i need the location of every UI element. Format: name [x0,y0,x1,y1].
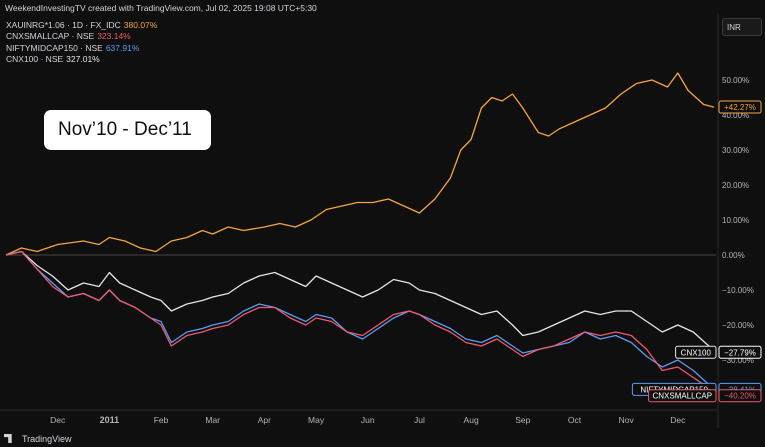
legend: XAUINRG*1.06 · 1D · FX_IDC 380.07% CNXSMA… [6,20,157,65]
chart-header: WeekendInvestingTV created with TradingV… [5,3,317,13]
legend-item-xau[interactable]: XAUINRG*1.06 · 1D · FX_IDC 380.07% [6,20,157,31]
x-tick-label: Aug [464,415,479,425]
currency-selector[interactable]: INR [722,18,762,36]
y-tick-label: 20.00% [722,181,749,190]
legend-value: 323.14% [97,31,131,42]
last-value-box [718,100,762,114]
last-value-labels: +42.27%−27.79%CNX100−38.41%NIFTYMIDCAP15… [631,100,762,403]
last-value-label: −40.20% [724,392,756,401]
legend-item-niftymidcap150[interactable]: NIFTYMIDCAP150 · NSE 637.91% [6,43,157,54]
x-tick-label: 2011 [100,415,120,425]
legend-name: NIFTYMIDCAP150 · NSE [6,42,103,53]
y-tick-label: 30.00% [722,146,749,155]
x-tick-label: Dec [670,415,686,425]
last-value-badge: −40.20% CNXSMALLCAP [648,389,762,403]
y-tick-label: 10.00% [722,216,749,225]
x-tick-label: Sep [515,415,530,425]
legend-value: 637.91% [105,42,140,53]
legend-name: CNX100 · NSE [6,53,64,64]
legend-name: XAUINRG*1.06 · 1D · FX_IDC [6,20,121,30]
last-value-label: +42.27% [724,103,756,112]
y-tick-label: 40.00% [722,111,749,120]
x-tick-label: Mar [205,415,220,425]
y-tick-label: −30.00% [722,356,754,365]
series-line-cnxsmallcap [5,250,715,397]
series-line-xauinrg-1-06 [5,72,715,256]
last-value-badge: −27.79% CNX100 [675,345,762,359]
last-value-badge: +42.27% [718,100,762,114]
x-tick-label: May [308,415,325,425]
series-tag-label: CNXSMALLCAP [653,392,713,401]
series-tag-box [675,345,717,359]
footer-brand: TradingView [22,434,72,444]
y-tick-label: 50.00% [722,76,749,85]
date-range-callout: Nov’10 - Dec’11 [44,110,211,150]
y-axis: 50.00% 40.00% 30.00% 20.00% 10.00% 0.00% −10.0… [717,14,754,428]
series-line-niftymidcap150 [5,250,715,390]
x-tick-label: Dec [50,415,66,425]
x-tick-label: Jun [361,415,375,425]
legend-name: CNXSMALLCAP · NSE [6,31,95,42]
legend-value: 380.07% [123,20,158,30]
x-tick-label: Feb [154,415,169,425]
x-tick-label: Jul [414,415,425,425]
x-axis: Dec 2011 Feb Mar Apr May Jun Jul Aug Sep Oct Nov Dec [0,409,718,425]
y-tick-label: 0.00% [722,251,745,260]
last-value-label: −27.79% [724,348,756,357]
y-tick-label: −20.00% [722,321,754,330]
series-tag-box [648,389,717,403]
x-tick-label: Nov [619,415,635,425]
tradingview-logo-icon [4,434,12,443]
series-layer [5,72,715,397]
last-value-box [718,345,762,359]
x-tick-label: Apr [258,415,271,425]
last-value-box [718,389,762,403]
tradingview-footer[interactable]: TradingView [4,434,72,444]
y-tick-label: −10.00% [722,286,754,295]
series-tag-label: CNX100 [681,348,712,357]
legend-item-cnx100[interactable]: CNX100 · NSE 327.01% [6,54,157,65]
legend-item-cnxsmallcap[interactable]: CNXSMALLCAP · NSE 323.14% [6,31,157,42]
series-line-cnx100 [5,250,715,353]
legend-value: 327.01% [66,53,100,64]
x-tick-label: Oct [568,415,582,425]
